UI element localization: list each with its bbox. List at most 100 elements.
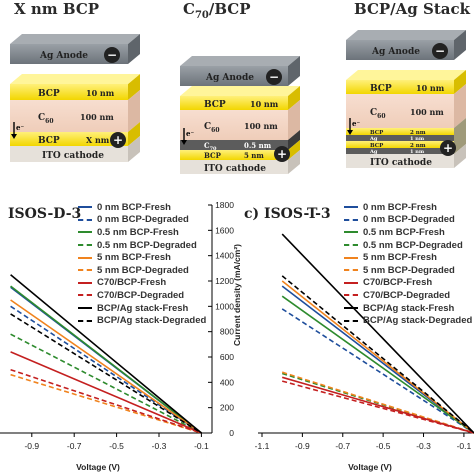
bcp-2nm-label-2: BCP (370, 143, 383, 149)
legend-label: C70/BCP-Degraded (97, 289, 185, 301)
legend-label: 0.5 nm BCP-Degraded (363, 239, 463, 251)
y-axis-title: Current density (mA/cm²) (232, 244, 242, 346)
legend-swatch (78, 319, 92, 322)
legend-item: 5 nm BCP-Fresh (344, 251, 472, 264)
x-tick-label: -0.9 (24, 441, 39, 451)
plus-sign-icon (110, 132, 126, 148)
bcp-5nm-label: BCP (204, 151, 222, 160)
x-tick-label: -0.1 (457, 441, 472, 451)
bcp-thickness: 10 nm (416, 83, 445, 93)
plus-sign-icon (440, 140, 456, 156)
y-tick-label: 800 (220, 327, 234, 337)
legend-item: C70/BCP-Fresh (78, 277, 206, 290)
electron-label: e⁻ (16, 123, 24, 132)
stack-title-xnm: X nm BCP (14, 0, 100, 18)
x-tick-label: -0.3 (152, 441, 167, 451)
svg-text:+: + (113, 133, 123, 147)
bcp-10nm-layer (180, 96, 288, 110)
x-tick-label: -1.1 (255, 441, 270, 451)
legend-swatch (78, 244, 92, 247)
series-line (281, 371, 474, 434)
y-tick-label: 600 (220, 352, 234, 362)
bcp-label: BCP (38, 89, 60, 99)
plus-sign-icon (274, 146, 290, 162)
bcp-label: BCP (204, 100, 226, 110)
legend-swatch (78, 218, 92, 221)
ag-anode-label: Ag Anode (371, 47, 420, 57)
legend-label: 5 nm BCP-Degraded (97, 264, 189, 276)
x-tick-label: -0.1 (194, 441, 209, 451)
ag-1nm-layer (346, 135, 454, 141)
series-line (10, 351, 202, 434)
legend-label: 5 nm BCP-Degraded (363, 264, 455, 276)
y-tick-label: 1200 (215, 276, 234, 286)
ag-anode-layer (346, 40, 454, 60)
series-line (10, 373, 202, 434)
x-tick-label: -0.5 (376, 441, 391, 451)
axis-ticks: -0.9 -0.7 -0.5 -0.3 -0.1 -1.1 -0.9 -0.7 -0.5 -0.3… (24, 200, 471, 451)
panel-b-title: ISOS-D-3 (8, 206, 82, 222)
panel-b-legend: 0 nm BCP-Fresh 0 nm BCP-Degraded 0.5 nm BC… (78, 201, 206, 327)
legend-item: 0.5 nm BCP-Degraded (344, 239, 472, 252)
series-line (281, 376, 474, 434)
svg-text:+: + (443, 141, 453, 155)
ito-layer (180, 160, 288, 174)
legend-swatch (344, 256, 358, 259)
y-tick-label: 1400 (215, 251, 234, 261)
panel-b-x-axis-title: Voltage (V) (76, 462, 120, 472)
legend-label: 0 nm BCP-Degraded (97, 214, 189, 226)
legend-label: 0 nm BCP-Fresh (97, 201, 171, 213)
bcp-5nm-thickness: 5 nm (244, 151, 264, 160)
minus-sign-icon (104, 47, 120, 63)
series-line (281, 295, 474, 434)
electron-label: e⁻ (352, 119, 360, 128)
x-tick-label: -0.5 (109, 441, 124, 451)
minus-sign-icon (266, 69, 282, 85)
legend-swatch (344, 231, 358, 234)
x-tick-label: -0.9 (295, 441, 310, 451)
legend-label: 5 nm BCP-Fresh (97, 252, 171, 264)
bcp-10nm-layer (10, 84, 128, 100)
legend-item: 5 nm BCP-Fresh (78, 251, 206, 264)
series-line (10, 274, 202, 434)
legend-label: 5 nm BCP-Fresh (363, 252, 437, 264)
series-line (10, 305, 202, 434)
series-line (10, 299, 202, 434)
series-line (281, 233, 474, 434)
ag-anode-top (10, 34, 140, 44)
stack-title-c70: C70/BCP (183, 0, 251, 21)
bcp-2nm-layer (346, 128, 454, 135)
legend-item: BCP/Ag stack-Fresh (78, 302, 206, 315)
series-line (281, 280, 474, 434)
c60-layer (180, 110, 288, 140)
legend-item: 0.5 nm BCP-Degraded (78, 239, 206, 252)
ito-label: ITO cathode (204, 164, 266, 174)
legend-swatch (78, 231, 92, 234)
c70-label: C70 (204, 141, 217, 152)
y-tick-label: 1600 (215, 225, 234, 235)
series-line (281, 275, 474, 434)
ag-anode-label: Ag Anode (39, 51, 88, 61)
stack-xnm: Ag Anode − BCP 10 nm C60 100 nm BCP X nm… (10, 34, 140, 162)
legend-swatch (78, 269, 92, 272)
legend-label: BCP/Ag stack-Fresh (363, 302, 455, 314)
electron-label: e⁻ (186, 129, 194, 138)
device-stacks-diagram: Ag Anode − BCP 10 nm C60 100 nm BCP X nm… (10, 30, 466, 174)
legend-label: BCP/Ag stack-Degraded (97, 315, 207, 327)
series-line (281, 380, 474, 434)
bcp-x-thickness: X nm (86, 135, 110, 145)
x-tick-label: -0.3 (416, 441, 431, 451)
y-tick-label: 1800 (215, 200, 234, 210)
legend-swatch (344, 281, 358, 284)
y-tick-label: 400 (220, 377, 234, 387)
legend-item: 0 nm BCP-Fresh (344, 201, 472, 214)
c60-thickness: 100 nm (80, 112, 114, 122)
ag-1nm-thickness-2: 1 nm (410, 149, 425, 155)
panel-c-x-axis-title: Voltage (V) (348, 462, 392, 472)
legend-swatch (344, 269, 358, 272)
stack-title-c70-sub: 70 (194, 10, 209, 21)
ito-label: ITO cathode (42, 151, 104, 161)
y-tick-label: 200 (220, 403, 234, 413)
panel-b-series (10, 274, 202, 434)
stack-title-c70-main: C (183, 0, 195, 18)
